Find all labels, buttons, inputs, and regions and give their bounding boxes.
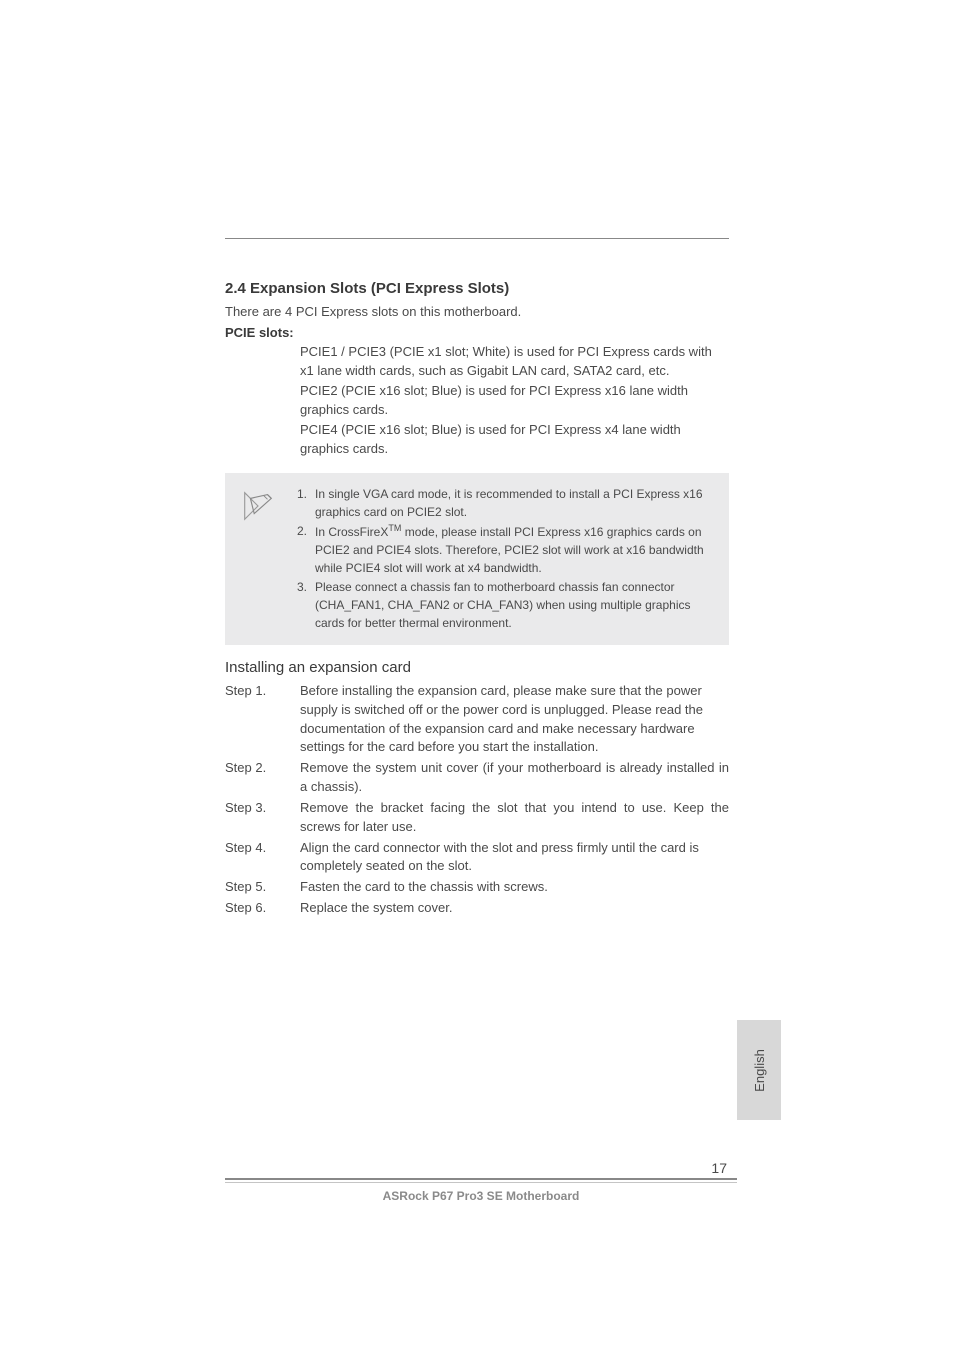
note-text: In CrossFireXTM mode, please install PCI…	[315, 522, 715, 577]
step-text: Remove the bracket facing the slot that …	[300, 799, 729, 837]
language-tab-label: English	[751, 1049, 766, 1092]
step-label: Step 5.	[225, 878, 300, 897]
note-text: Please connect a chassis fan to motherbo…	[315, 578, 715, 632]
step-text: Fasten the card to the chassis with scre…	[300, 878, 729, 897]
step-text: Remove the system unit cover (if your mo…	[300, 759, 729, 797]
note-num: 1.	[297, 485, 311, 521]
step-text: Replace the system cover.	[300, 899, 729, 918]
pcie-slots-description: PCIE1 / PCIE3 (PCIE x1 slot; White) is u…	[300, 342, 729, 459]
step-text: Before installing the expansion card, pl…	[300, 682, 729, 757]
step-label: Step 6.	[225, 899, 300, 918]
pcie-slots-label: PCIE slots:	[225, 325, 729, 340]
note-item-3: 3. Please connect a chassis fan to mothe…	[297, 578, 715, 632]
step-row: Step 2. Remove the system unit cover (if…	[225, 759, 729, 797]
page-content: 2.4 Expansion Slots (PCI Express Slots) …	[0, 0, 954, 918]
note-num: 2.	[297, 522, 311, 577]
install-heading: Installing an expansion card	[225, 659, 729, 676]
install-steps: Step 1. Before installing the expansion …	[225, 682, 729, 918]
page-number: 17	[225, 1160, 737, 1176]
note-item-2: 2. In CrossFireXTM mode, please install …	[297, 522, 715, 577]
footer-rule-light	[225, 1182, 737, 1183]
section-heading: 2.4 Expansion Slots (PCI Express Slots)	[225, 280, 729, 297]
step-label: Step 2.	[225, 759, 300, 797]
footer: 17 ASRock P67 Pro3 SE Motherboard	[225, 1160, 737, 1203]
step-label: Step 1.	[225, 682, 300, 757]
step-row: Step 1. Before installing the expansion …	[225, 682, 729, 757]
language-tab: English	[737, 1020, 781, 1120]
pen-icon	[239, 485, 277, 633]
step-label: Step 3.	[225, 799, 300, 837]
slot-desc-3: PCIE4 (PCIE x16 slot; Blue) is used for …	[300, 420, 729, 459]
step-row: Step 5. Fasten the card to the chassis w…	[225, 878, 729, 897]
step-row: Step 6. Replace the system cover.	[225, 899, 729, 918]
slot-desc-1: PCIE1 / PCIE3 (PCIE x1 slot; White) is u…	[300, 342, 729, 381]
step-label: Step 4.	[225, 839, 300, 877]
note-text: In single VGA card mode, it is recommend…	[315, 485, 715, 521]
top-horizontal-rule	[225, 238, 729, 239]
note-content: 1. In single VGA card mode, it is recomm…	[297, 485, 715, 633]
step-row: Step 4. Align the card connector with th…	[225, 839, 729, 877]
note-box: 1. In single VGA card mode, it is recomm…	[225, 473, 729, 645]
step-text: Align the card connector with the slot a…	[300, 839, 729, 877]
footer-rule-dark	[225, 1178, 737, 1180]
slot-desc-2: PCIE2 (PCIE x16 slot; Blue) is used for …	[300, 381, 729, 420]
step-row: Step 3. Remove the bracket facing the sl…	[225, 799, 729, 837]
note-item-1: 1. In single VGA card mode, it is recomm…	[297, 485, 715, 521]
note-num: 3.	[297, 578, 311, 632]
footer-text: ASRock P67 Pro3 SE Motherboard	[225, 1189, 737, 1203]
section-intro: There are 4 PCI Express slots on this mo…	[225, 303, 729, 322]
